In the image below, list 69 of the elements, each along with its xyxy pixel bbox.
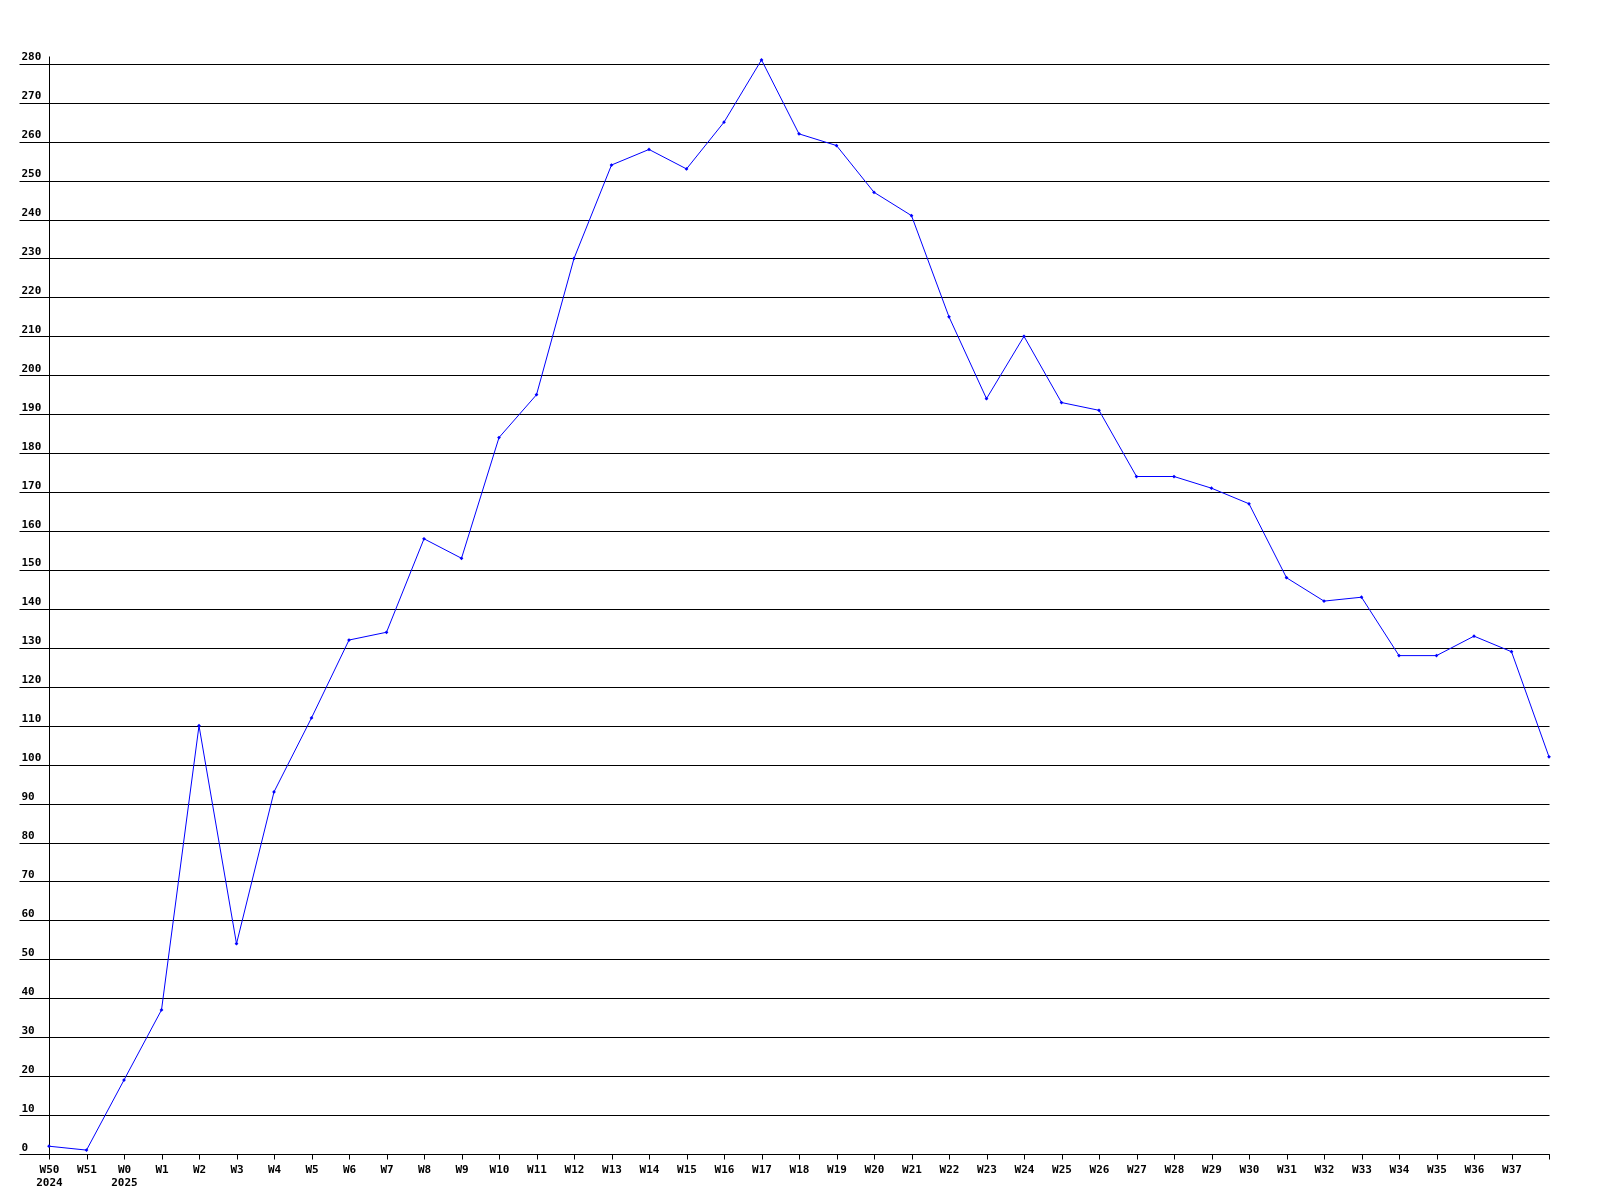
y-tick-label: 270: [21, 89, 42, 103]
x-tick-label: W8: [417, 1162, 432, 1176]
x-tick-label: W29: [1202, 1162, 1222, 1176]
y-tick-label: 160: [21, 517, 42, 531]
x-tick-label: W36: [1464, 1162, 1485, 1176]
x-tick-label: W21: [902, 1162, 923, 1176]
y-tick-label: 70: [21, 867, 35, 881]
x-tick-label: W4: [267, 1162, 282, 1176]
x-tick-label: W34: [1389, 1162, 1410, 1176]
x-tick-label: W30: [1239, 1162, 1260, 1176]
x-tick-label: W51: [77, 1162, 98, 1176]
y-tick-label: 260: [21, 128, 42, 142]
y-tick-label: 40: [21, 984, 35, 998]
y-tick-label: 210: [21, 322, 42, 336]
y-tick-label: 140: [21, 595, 42, 609]
x-tick-label: W11: [527, 1162, 548, 1176]
x-tick-label: W6: [342, 1162, 357, 1176]
x-tick-label: W35: [1427, 1162, 1447, 1176]
y-tick-label: 190: [21, 400, 42, 414]
y-tick-label: 200: [21, 361, 42, 375]
y-tick-label: 110: [21, 712, 42, 726]
y-tick-label: 120: [21, 673, 42, 687]
x-tick-label: W17: [752, 1162, 772, 1176]
y-tick-label: 0: [21, 1140, 29, 1154]
x-tick-label: W31: [1277, 1162, 1298, 1176]
y-tick-label: 180: [21, 439, 42, 453]
x-tick-label: W15: [677, 1162, 697, 1176]
x-tick-label: W7: [380, 1162, 394, 1176]
x-tick-label: W33: [1352, 1162, 1372, 1176]
x-tick-label: W1: [155, 1162, 169, 1176]
x-tick-label: W13: [602, 1162, 622, 1176]
y-tick-label: 220: [21, 283, 42, 297]
x-tick-label: W2: [192, 1162, 207, 1176]
y-tick-label: 240: [21, 206, 42, 220]
x-tick-label: W37: [1502, 1162, 1522, 1176]
y-tick-label: 130: [21, 634, 42, 648]
x-tick-label: W3: [230, 1162, 244, 1176]
x-tick-label: W23: [977, 1162, 997, 1176]
y-tick-label: 170: [21, 478, 42, 492]
x-tick-label: W19: [827, 1162, 847, 1176]
y-tick-label: 20: [21, 1062, 35, 1076]
x-tick-label: W20: [864, 1162, 885, 1176]
x-tick-label: W9: [455, 1162, 469, 1176]
x-tick-label: W12: [564, 1162, 585, 1176]
y-tick-label: 280: [21, 50, 42, 64]
x-tick-label: W18: [789, 1162, 810, 1176]
x-tick-label: W0 2025: [111, 1162, 138, 1189]
x-tick-label: W16: [714, 1162, 735, 1176]
x-tick-label: W27: [1127, 1162, 1147, 1176]
y-tick-label: 100: [21, 751, 42, 765]
y-tick-label: 30: [21, 1023, 35, 1037]
y-tick-label: 230: [21, 244, 42, 258]
y-tick-label: 90: [21, 790, 35, 804]
y-tick-label: 250: [21, 167, 42, 181]
x-tick-label: W5: [305, 1162, 319, 1176]
x-tick-label: W24: [1014, 1162, 1035, 1176]
y-tick-label: 10: [21, 1101, 35, 1115]
x-tick-label: W22: [939, 1162, 960, 1176]
x-tick-label: W50 2024: [36, 1162, 64, 1189]
x-tick-label: W28: [1164, 1162, 1185, 1176]
x-tick-label: W25: [1052, 1162, 1072, 1176]
y-tick-label: 50: [21, 945, 35, 959]
x-tick-label: W10: [489, 1162, 510, 1176]
x-tick-label: W26: [1089, 1162, 1110, 1176]
y-tick-label: 60: [21, 906, 35, 920]
y-tick-label: 80: [21, 829, 35, 843]
y-tick-label: 150: [21, 556, 42, 570]
x-tick-label: W14: [639, 1162, 660, 1176]
x-tick-label: W32: [1314, 1162, 1335, 1176]
